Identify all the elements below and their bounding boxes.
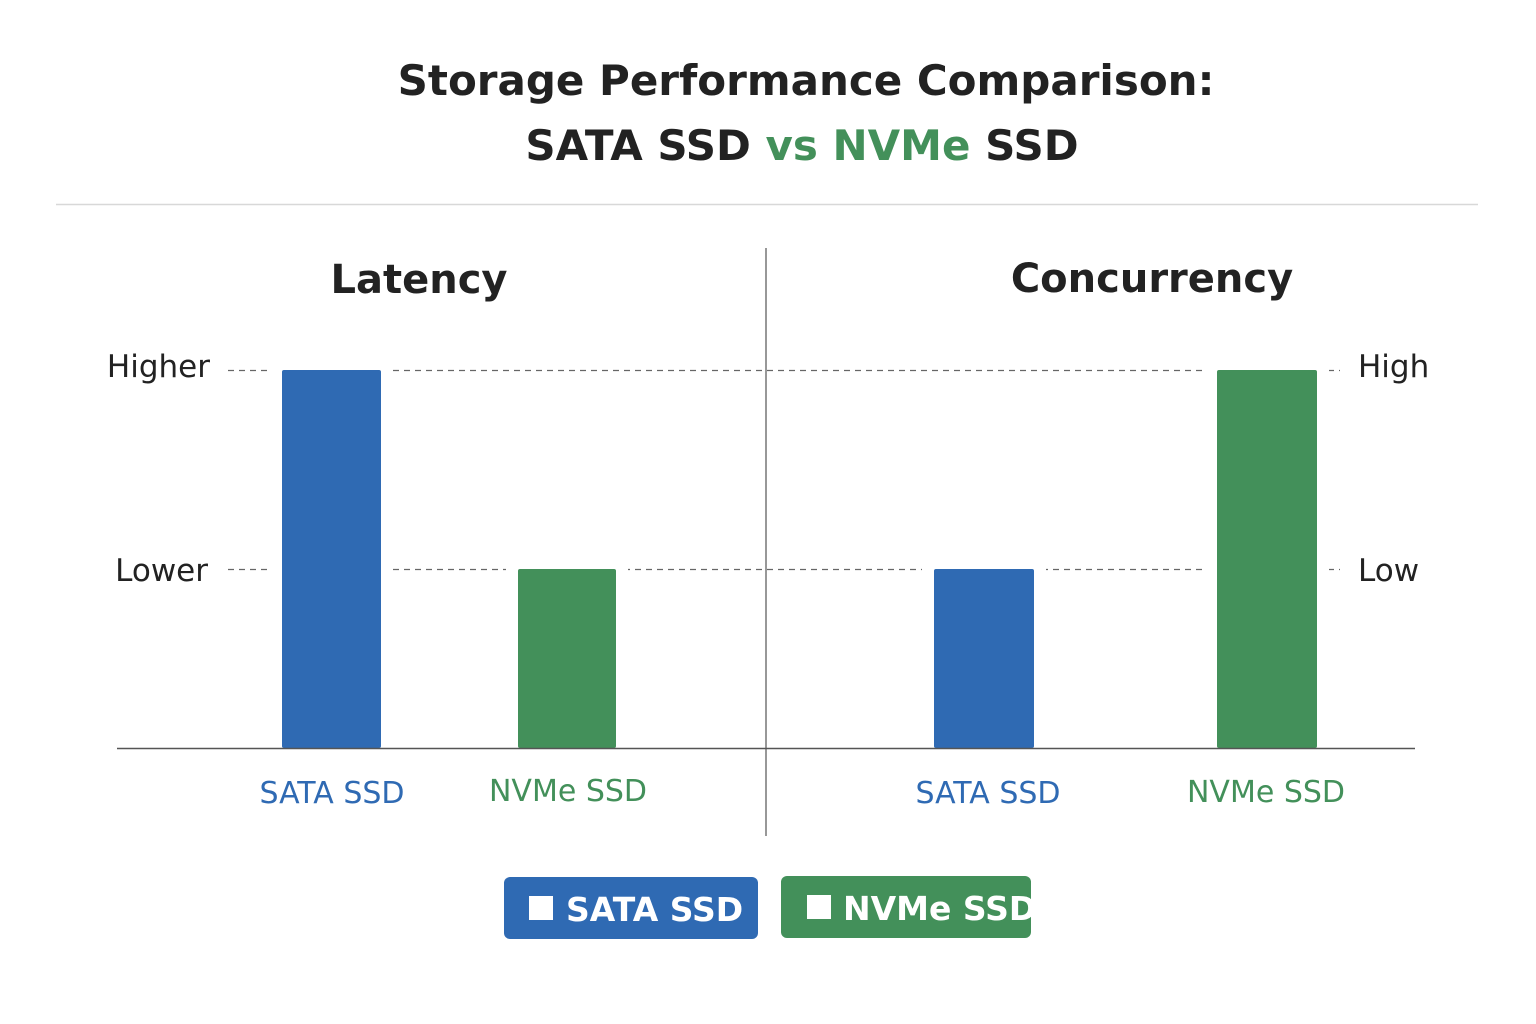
legend-item-nvme: NVMe SSD bbox=[781, 876, 1036, 938]
bar-concurrency-nvme bbox=[1217, 370, 1317, 748]
legend-label-sata: SATA SSD bbox=[566, 890, 743, 929]
x-label-latency-sata: SATA SSD bbox=[259, 776, 404, 811]
title-nvme: NVMe bbox=[833, 121, 971, 170]
x-label-concurrency-nvme: NVMe SSD bbox=[1187, 775, 1345, 810]
title-ssd: SSD bbox=[985, 121, 1078, 170]
bar-concurrency-sata bbox=[934, 569, 1034, 748]
legend-swatch-sata bbox=[529, 896, 553, 920]
panel-title-concurrency: Concurrency bbox=[1011, 256, 1293, 302]
x-label-concurrency-sata: SATA SSD bbox=[915, 776, 1060, 811]
y-tick-high: High bbox=[1358, 349, 1429, 385]
bar-latency-nvme bbox=[518, 569, 616, 748]
title-sata: SATA SSD bbox=[525, 121, 750, 170]
legend-item-sata: SATA SSD bbox=[504, 877, 758, 939]
legend-box-sata bbox=[504, 877, 758, 939]
chart-title-line2: SATA SSD vs NVMe SSD bbox=[525, 121, 1078, 170]
title-vs: vs bbox=[766, 121, 818, 170]
chart-title-line1: Storage Performance Comparison: bbox=[398, 56, 1215, 105]
y-tick-low: Low bbox=[1358, 553, 1419, 589]
panel-title-latency: Latency bbox=[331, 257, 508, 303]
legend-label-nvme: NVMe SSD bbox=[843, 889, 1036, 928]
x-label-latency-nvme: NVMe SSD bbox=[489, 774, 647, 809]
y-tick-higher: Higher bbox=[107, 349, 210, 385]
bar-latency-sata bbox=[282, 370, 381, 748]
y-tick-lower: Lower bbox=[115, 553, 208, 589]
legend-box-nvme bbox=[781, 876, 1031, 938]
legend-swatch-nvme bbox=[807, 895, 831, 919]
